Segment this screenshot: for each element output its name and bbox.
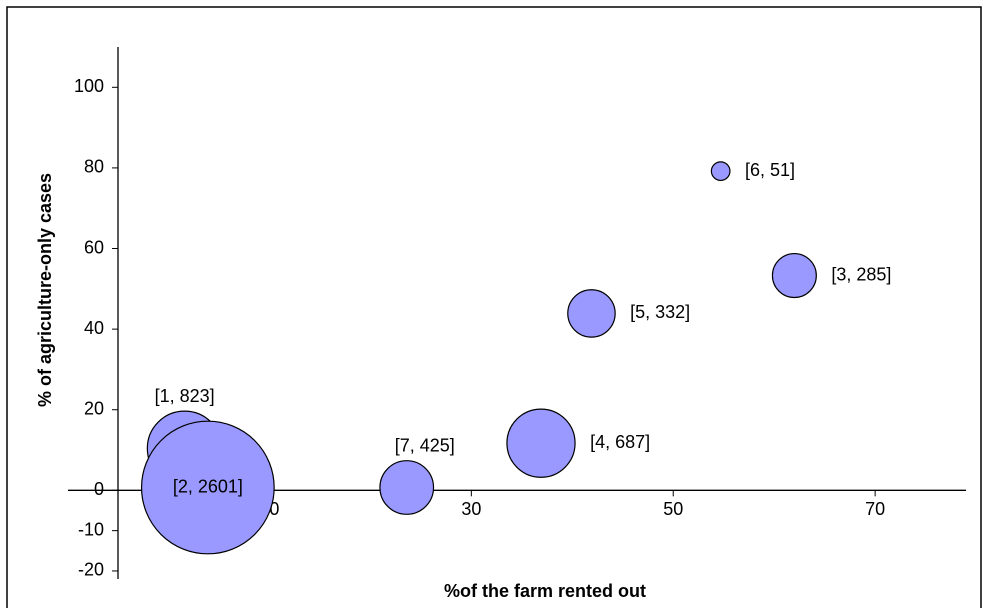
- y-tick-label: 100: [74, 76, 104, 96]
- x-tick-label: 30: [461, 499, 481, 519]
- bubble: [567, 289, 616, 338]
- bubble: [379, 460, 435, 515]
- x-tick-label: 70: [865, 499, 885, 519]
- y-tick-label: -10: [78, 519, 104, 539]
- bubble-label: [3, 285]: [831, 264, 891, 284]
- x-tick-label: 50: [663, 499, 683, 519]
- bubble: [710, 161, 731, 182]
- y-tick-label: 20: [84, 398, 104, 418]
- bubble: [506, 408, 576, 478]
- bubble-label: [1, 823]: [155, 386, 215, 406]
- y-tick-label: -20: [78, 560, 104, 580]
- y-tick-label: 80: [84, 157, 104, 177]
- bubble: [771, 252, 817, 299]
- bubble-label: [5, 332]: [630, 302, 690, 322]
- y-tick-label: 0: [94, 479, 104, 499]
- x-axis-title: %of the farm rented out: [444, 581, 646, 601]
- y-axis-title: % of agriculture-only cases: [35, 173, 55, 407]
- bubble-label: [4, 687]: [590, 432, 650, 452]
- bubble: [140, 420, 275, 555]
- bubble-label: [7, 425]: [395, 435, 455, 455]
- y-tick-label: 60: [84, 237, 104, 257]
- bubble-label: [6, 51]: [745, 160, 795, 180]
- y-tick-label: 40: [84, 318, 104, 338]
- bubble-label: [2, 2601]: [173, 476, 243, 496]
